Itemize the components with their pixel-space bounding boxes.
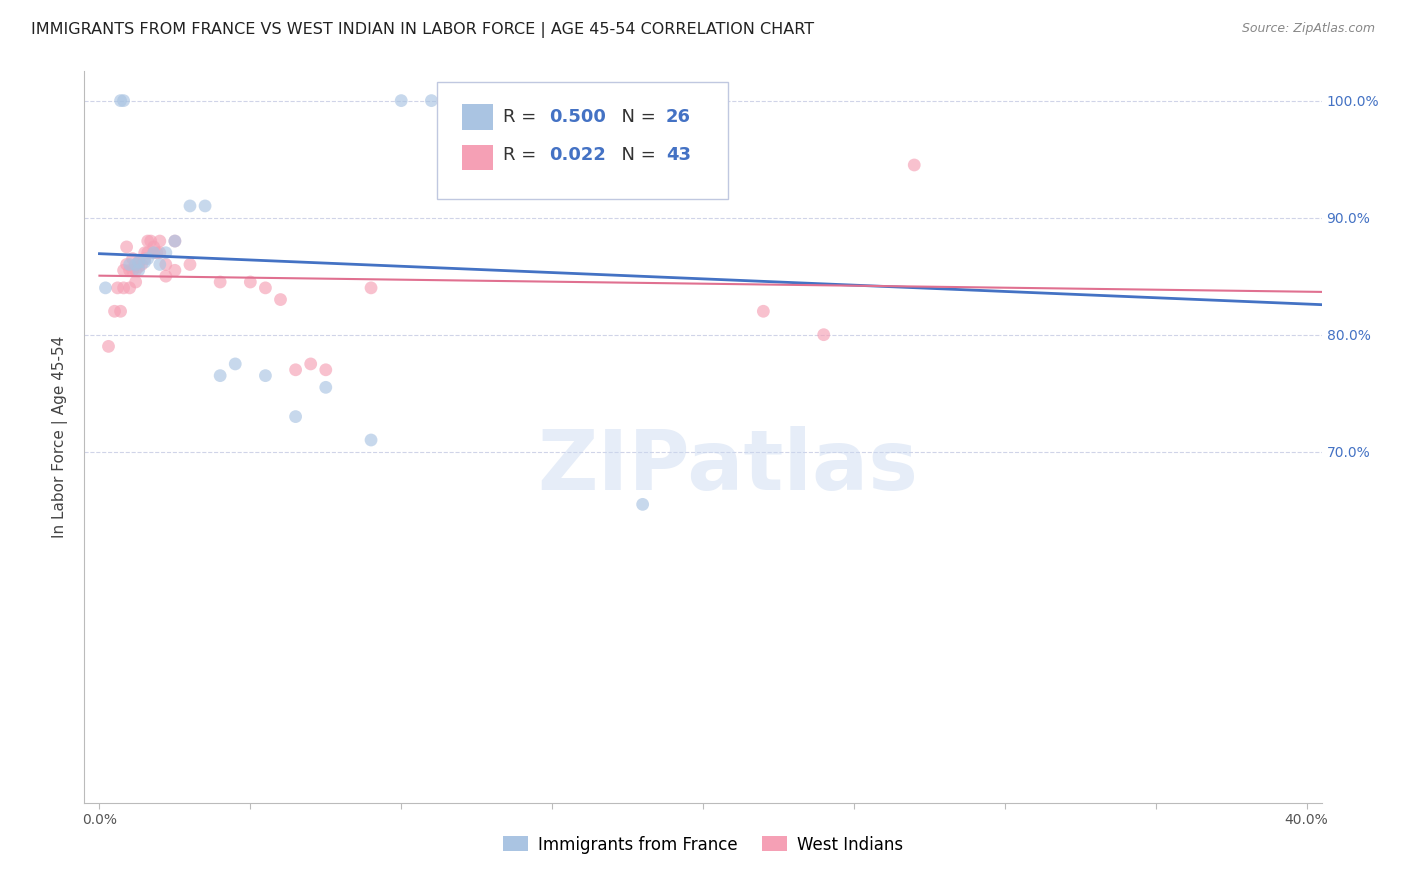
Point <box>115 240 138 254</box>
Point <box>270 293 292 307</box>
Point <box>124 257 146 271</box>
Point <box>112 94 135 108</box>
Point <box>118 281 141 295</box>
Point <box>142 245 165 260</box>
Point <box>163 263 186 277</box>
Point <box>136 234 159 248</box>
Point <box>254 281 277 295</box>
Point <box>284 363 307 377</box>
Point <box>299 357 322 371</box>
Legend: Immigrants from France, West Indians: Immigrants from France, West Indians <box>496 829 910 860</box>
Point <box>360 433 382 447</box>
Point <box>284 409 307 424</box>
Point <box>134 255 156 269</box>
Point <box>107 281 129 295</box>
Point <box>360 281 382 295</box>
Point <box>163 234 186 248</box>
Point <box>110 304 132 318</box>
Point <box>94 281 117 295</box>
Point <box>179 199 201 213</box>
Point <box>631 497 654 511</box>
Point <box>121 263 143 277</box>
Text: R =: R = <box>502 109 541 127</box>
Point <box>139 234 162 248</box>
FancyBboxPatch shape <box>437 82 728 200</box>
Point <box>315 380 337 394</box>
Text: 0.022: 0.022 <box>550 146 606 164</box>
Point <box>155 257 177 271</box>
Point <box>315 363 337 377</box>
Text: 0.500: 0.500 <box>550 109 606 127</box>
Point <box>209 368 232 383</box>
Point <box>112 281 135 295</box>
Text: R =: R = <box>502 146 541 164</box>
Point <box>110 94 132 108</box>
Point <box>149 234 172 248</box>
Point <box>179 257 201 271</box>
Point <box>136 252 159 266</box>
Point <box>420 94 443 108</box>
Text: Source: ZipAtlas.com: Source: ZipAtlas.com <box>1241 22 1375 36</box>
Point <box>813 327 835 342</box>
Text: N =: N = <box>610 146 662 164</box>
FancyBboxPatch shape <box>461 104 492 130</box>
Point <box>97 339 120 353</box>
Point <box>146 245 169 260</box>
Point <box>194 199 217 213</box>
Point <box>136 245 159 260</box>
Point <box>134 252 156 266</box>
Point <box>903 158 925 172</box>
Point <box>224 357 246 371</box>
Point <box>163 234 186 248</box>
Point <box>571 94 593 108</box>
Point <box>254 368 277 383</box>
Point <box>128 260 150 274</box>
Y-axis label: In Labor Force | Age 45-54: In Labor Force | Age 45-54 <box>52 336 69 538</box>
Point <box>115 257 138 271</box>
Point <box>128 263 150 277</box>
Point <box>134 245 156 260</box>
Point <box>209 275 232 289</box>
Point <box>149 245 172 260</box>
Point <box>131 257 153 271</box>
FancyBboxPatch shape <box>461 145 492 170</box>
Point <box>103 304 125 318</box>
Point <box>142 240 165 254</box>
Text: N =: N = <box>610 109 662 127</box>
Point <box>124 275 146 289</box>
Point <box>149 257 172 271</box>
Point <box>752 304 775 318</box>
Text: 43: 43 <box>666 146 690 164</box>
Point <box>389 94 412 108</box>
Point <box>118 263 141 277</box>
Text: ZIPatlas: ZIPatlas <box>537 425 918 507</box>
Point <box>128 255 150 269</box>
Point <box>142 245 165 260</box>
Point <box>155 269 177 284</box>
Point <box>121 252 143 266</box>
Point <box>118 257 141 271</box>
Point <box>124 263 146 277</box>
Point <box>128 255 150 269</box>
Text: 26: 26 <box>666 109 690 127</box>
Point <box>510 94 533 108</box>
Text: IMMIGRANTS FROM FRANCE VS WEST INDIAN IN LABOR FORCE | AGE 45-54 CORRELATION CHA: IMMIGRANTS FROM FRANCE VS WEST INDIAN IN… <box>31 22 814 38</box>
Point <box>239 275 262 289</box>
Point <box>155 245 177 260</box>
Point <box>112 263 135 277</box>
